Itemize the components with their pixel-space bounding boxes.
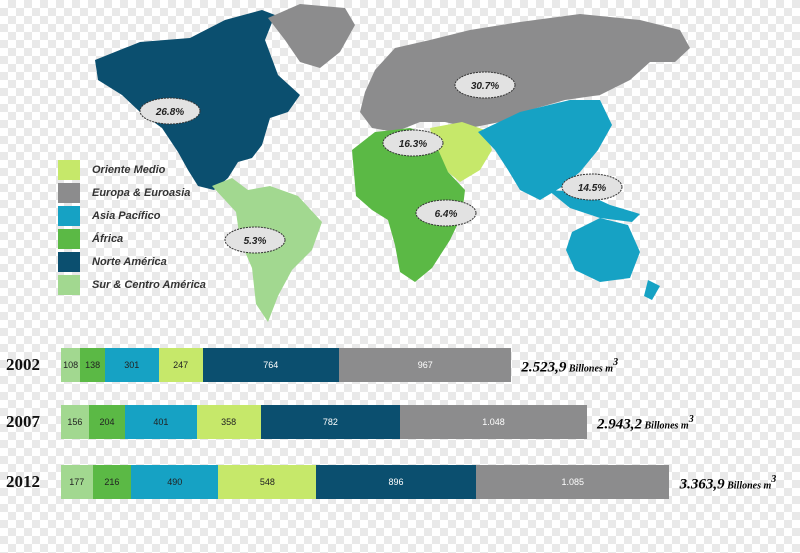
legend-item: Asia Pacífico [58,204,206,227]
legend-swatch [58,182,80,203]
total-value: 3.363,9 [679,476,725,493]
legend-swatch [58,251,80,272]
bar-segment: 1.085 [475,465,670,499]
bar-track: 177 216 490 548 896 1.085 [61,465,670,499]
legend-swatch [58,274,80,295]
callout-label: 26.8% [155,107,184,118]
total-unit-sup: 3 [613,357,619,368]
callout-label: 6.4% [435,209,458,220]
region-africa [352,128,465,282]
legend-label: Europa & Euroasia [92,186,191,199]
legend-swatch [58,205,80,226]
legend-swatch [58,159,80,180]
bar-segment: 782 [260,405,401,439]
legend-item: África [58,227,206,250]
bar-track: 108 138 301 247 764 967 [61,348,512,382]
callout-sur: 5.3% [224,226,286,254]
bar-segment: 177 [61,465,93,499]
legend-item: Europa & Euroasia [58,181,206,204]
year-label: 2012 [6,472,40,491]
bar-segment: 764 [202,348,339,382]
bar-segment: 967 [338,348,512,382]
year-label: 2002 [6,355,40,374]
callout-label: 16.3% [399,139,427,150]
callout-label: 14.5% [578,183,606,194]
legend-label: África [92,232,124,245]
year-label: 2007 [6,412,40,431]
bar-segment: 1.048 [400,405,587,439]
legend-item: Norte América [58,250,206,273]
total-unit: Billones m [724,480,772,492]
bar-total: 3.363,9 Billones m3 [680,474,777,493]
callout-asia: 14.5% [561,173,623,201]
bar-segment: 108 [61,348,81,382]
callout-oriente-medio: 16.3% [382,129,444,157]
legend-label: Sur & Centro América [92,278,206,291]
total-unit-sup: 3 [688,414,694,425]
total-unit: Billones m [566,363,614,375]
bar-segment: 358 [196,405,261,439]
legend-label: Asia Pacífico [92,209,161,222]
bar-track: 156 204 401 358 782 1.048 [61,405,587,439]
legend-label: Norte América [92,255,167,268]
legend-item: Oriente Medio [58,158,206,181]
bar-segment: 247 [158,348,203,382]
bar-segment: 401 [125,405,197,439]
callout-label: 30.7% [471,81,499,92]
legend: Oriente Medio Europa & Euroasia Asia Pacíf… [58,158,206,296]
world-map: 26.8% 30.7% 16.3% 14.5% 6.4% 5.3% [95,4,690,322]
bar-segment: 301 [104,348,159,382]
total-value: 2.943,2 [597,416,642,433]
bar-segment: 490 [131,465,219,499]
callout-europa: 30.7% [454,71,516,99]
bar-segment: 138 [80,348,105,382]
legend-item: Sur & Centro América [58,273,206,296]
bar-segment: 548 [218,465,317,499]
region-norte-america [95,10,300,190]
legend-swatch [58,228,80,249]
bar-segment: 896 [316,465,476,499]
bar-segment: 204 [88,405,126,439]
total-unit-sup: 3 [771,474,777,485]
legend-label: Oriente Medio [92,163,166,176]
region-asia-pacifico [478,100,660,300]
total-unit: Billones m [642,420,689,432]
callout-label: 5.3% [244,236,267,247]
bar-segment: 156 [61,405,89,439]
bar-total: 2.943,2 Billones m3 [597,414,694,433]
callout-africa: 6.4% [415,199,477,227]
region-europa-euroasia [268,4,690,132]
bar-total: 2.523,9 Billones m3 [521,357,618,376]
callout-norte: 26.8% [139,97,201,125]
total-value: 2.523,9 [521,359,567,376]
bar-segment: 216 [92,465,132,499]
